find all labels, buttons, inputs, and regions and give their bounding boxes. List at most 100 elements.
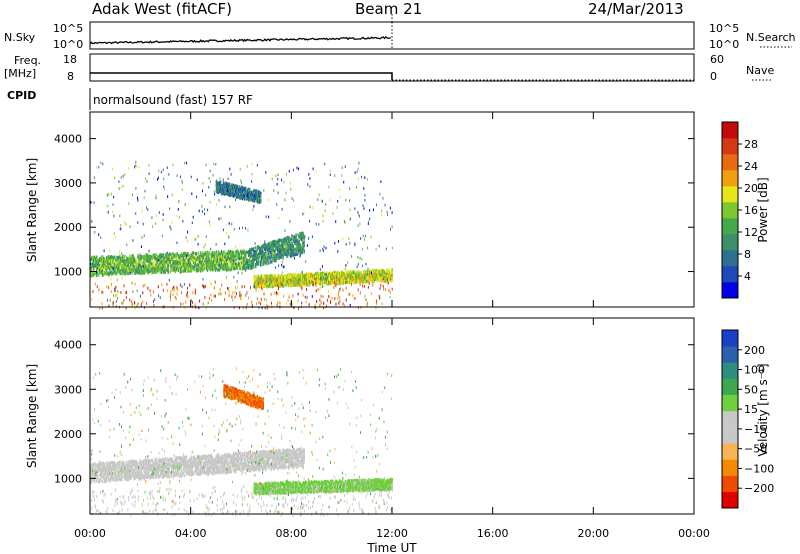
power-cell [305, 300, 307, 304]
power-cell [302, 236, 304, 240]
power-cell [253, 263, 255, 267]
power-cell [258, 255, 260, 258]
power-cell [157, 178, 159, 181]
power-cell [357, 167, 359, 171]
power-cell [158, 254, 160, 258]
power-cell [172, 261, 174, 265]
power-cell [147, 268, 149, 272]
power-cell [146, 269, 148, 273]
power-cell [278, 250, 280, 254]
power-cell [190, 175, 192, 179]
power-cell [163, 187, 165, 190]
power-cell [282, 249, 284, 253]
power-cell [272, 274, 275, 278]
power-cell [116, 297, 118, 300]
power-cell [269, 284, 272, 288]
power-cell [208, 262, 211, 266]
power-cell [221, 252, 224, 256]
power-cell [131, 260, 133, 264]
power-cell [274, 241, 276, 245]
power-cell [294, 253, 296, 257]
power-cell [119, 254, 121, 258]
power-cell [109, 298, 111, 302]
power-cell [113, 214, 115, 218]
power-cell [256, 302, 258, 305]
power-cell [275, 281, 278, 285]
power-cell [229, 250, 232, 254]
power-cell [210, 261, 213, 265]
power-cell [232, 298, 234, 302]
power-cell [279, 248, 281, 252]
power-cell [299, 243, 301, 247]
power-cell [218, 251, 221, 255]
power-cell [143, 254, 145, 258]
power-cell [251, 259, 253, 263]
power-cell [142, 266, 144, 270]
power-cell [91, 272, 93, 276]
power-cell [131, 271, 133, 275]
power-cell [271, 245, 273, 249]
power-cell [135, 265, 137, 269]
power-cell [378, 244, 380, 248]
power-cell [233, 227, 235, 231]
power-cell [301, 244, 303, 248]
power-cell [216, 254, 219, 258]
power-cell [262, 252, 264, 256]
power-cell [178, 255, 180, 259]
power-cell [318, 223, 320, 226]
power-cell [138, 262, 140, 267]
power-cell [230, 265, 233, 269]
power-cell [207, 208, 209, 212]
power-cell [105, 271, 107, 275]
power-cell [243, 256, 245, 260]
power-cell [138, 257, 140, 261]
power-cell [174, 262, 176, 266]
power-cell [280, 246, 282, 250]
power-cell [338, 301, 340, 305]
velocity-cell [91, 480, 93, 484]
power-cell [241, 249, 243, 253]
power-cell [231, 264, 234, 268]
power-cell [145, 177, 147, 180]
power-cell [116, 278, 118, 281]
power-cell [224, 253, 227, 257]
power-cell [239, 294, 241, 298]
power-cell [282, 265, 284, 269]
power-cell [356, 265, 358, 269]
power-cell [112, 300, 114, 304]
power-cell [169, 225, 171, 228]
power-cell [275, 243, 277, 247]
power-cell [181, 285, 183, 288]
power-cell [268, 282, 271, 286]
power-cell [125, 271, 127, 276]
power-cell [201, 251, 204, 255]
power-cell [284, 198, 286, 202]
power-cell [231, 262, 234, 266]
power-cell [120, 269, 122, 273]
power-cell [247, 228, 249, 232]
power-cell [210, 247, 212, 251]
power-cell [207, 254, 210, 259]
power-cell [324, 281, 325, 284]
power-cell [169, 270, 171, 274]
power-cell [283, 294, 285, 298]
power-cell [362, 234, 364, 238]
power-cell [128, 259, 130, 263]
power-cell [277, 249, 279, 253]
power-cell [164, 254, 166, 259]
power-cell [140, 272, 142, 276]
power-cell [246, 266, 248, 270]
power-cell [181, 253, 183, 257]
power-cell [168, 261, 170, 265]
power-cell [274, 244, 276, 248]
power-cell [120, 272, 122, 276]
power-cell [281, 263, 283, 267]
power-cell [258, 301, 260, 304]
power-cell [258, 245, 260, 250]
power-cell [150, 264, 152, 268]
power-cell [265, 261, 267, 265]
power-cell [200, 261, 203, 265]
power-cell [108, 261, 110, 265]
power-cell [289, 182, 291, 185]
power-cell [283, 241, 285, 245]
